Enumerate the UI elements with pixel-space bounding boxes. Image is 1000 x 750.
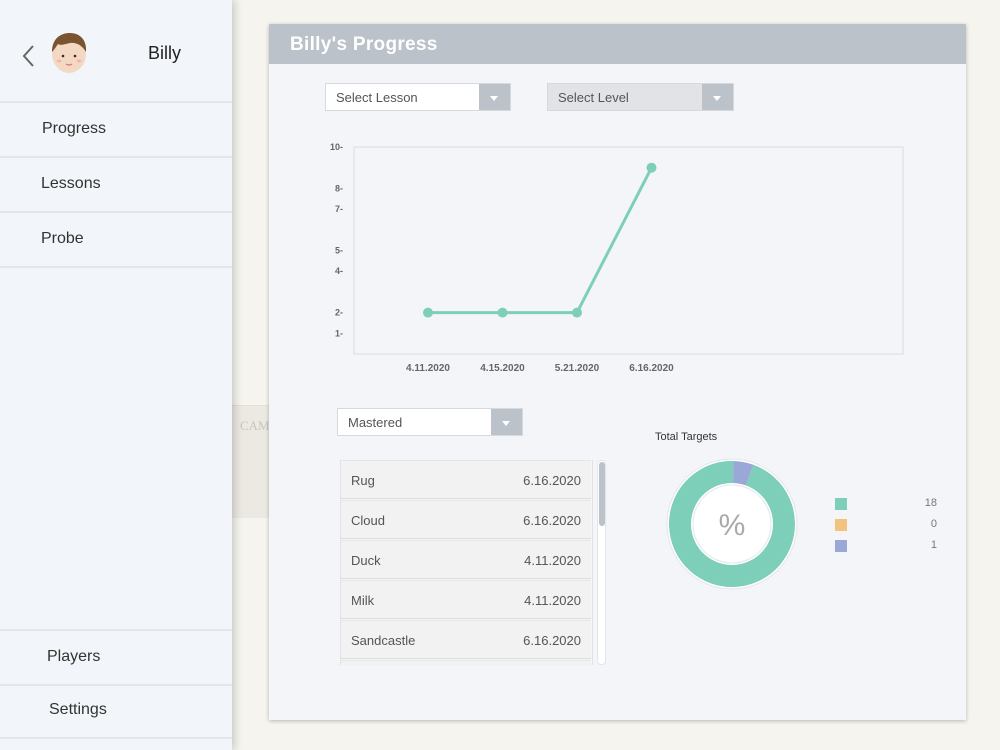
data-point[interactable]	[646, 162, 657, 173]
list-item[interactable]: Rug 6.16.2020	[341, 460, 591, 499]
nav-item-label: Lessons	[41, 175, 101, 192]
item-date: 6.16.2020	[523, 633, 581, 648]
item-name: Sandcastle	[351, 633, 416, 648]
x-tick-label: 4.15.2020	[480, 363, 525, 374]
y-tick-label: 8-	[335, 183, 343, 193]
list-item[interactable]: Duck 4.11.2020	[341, 540, 591, 579]
item-name: Rug	[351, 473, 375, 488]
mastered-select-button[interactable]	[491, 409, 522, 435]
lesson-select-value: Select Lesson	[336, 90, 418, 105]
level-select[interactable]: Select Level	[547, 83, 734, 111]
progress-panel: Billy's Progress Select Lesson Select Le…	[269, 24, 966, 720]
list-scrollbar[interactable]	[597, 460, 606, 665]
x-tick-label: 6.16.2020	[629, 363, 674, 374]
divider	[0, 629, 232, 631]
mastered-select-value: Mastered	[348, 415, 403, 430]
list-item[interactable]	[341, 660, 591, 665]
y-tick-label: 2-	[335, 308, 343, 318]
progress-chart: 1- 2- 4- 5- 7- 8- 10- 4.11.2020 4.15.2020 5.21.20…	[330, 142, 904, 374]
list-item[interactable]: Cloud 6.16.2020	[341, 500, 591, 539]
legend-value-0: 18	[924, 497, 937, 509]
legend-swatch-1	[835, 519, 847, 531]
y-tick-label: 5-	[335, 246, 343, 256]
level-select-value: Select Level	[558, 90, 629, 105]
page-title: Billy's Progress	[290, 34, 438, 55]
nav-item-players[interactable]: Players	[0, 631, 232, 686]
list-item[interactable]: Sandcastle 6.16.2020	[341, 620, 591, 659]
nav-item-settings[interactable]: Settings	[0, 684, 232, 739]
mastered-select[interactable]: Mastered	[337, 408, 523, 436]
x-tick-label: 5.21.2020	[555, 363, 600, 374]
y-tick-label: 10-	[330, 142, 343, 152]
user-name: Billy	[148, 43, 182, 63]
data-point[interactable]	[423, 307, 433, 318]
legend-swatch-2	[835, 540, 847, 552]
avatar	[52, 33, 87, 73]
chevron-down-icon	[490, 96, 498, 101]
level-select-button[interactable]	[702, 84, 733, 110]
sidebar-header: Billy	[0, 0, 232, 103]
list-item[interactable]: Milk 4.11.2020	[341, 580, 591, 619]
nav-item-label: Players	[47, 648, 101, 665]
donut-slice[interactable]	[666, 458, 798, 590]
x-tick-label: 4.11.2020	[406, 363, 450, 374]
lesson-select-button[interactable]	[479, 84, 510, 110]
sidebar: Billy Progress Lessons Probe Players Set…	[0, 0, 232, 750]
chevron-down-icon	[713, 96, 721, 101]
nav-item-probe[interactable]: Probe	[0, 213, 232, 268]
donut-center-label: %	[719, 509, 746, 542]
chevron-left-icon[interactable]	[18, 40, 40, 72]
plot-area	[353, 146, 904, 355]
series-line	[428, 167, 653, 315]
legend-swatch-0	[835, 498, 847, 510]
scrollbar-thumb[interactable]	[599, 462, 605, 526]
item-name: Cloud	[351, 513, 385, 528]
donut-title: Total Targets	[655, 431, 718, 443]
panel-header: Billy's Progress	[269, 24, 966, 64]
nav-item-lessons[interactable]: Lessons	[0, 158, 232, 213]
data-point[interactable]	[572, 307, 582, 318]
item-date: 6.16.2020	[523, 473, 581, 488]
y-tick-label: 1-	[335, 328, 343, 338]
background-text: CAMP	[240, 418, 277, 433]
lesson-select[interactable]: Select Lesson	[325, 83, 511, 111]
donut-center	[692, 484, 772, 564]
targets-donut-chart: %	[666, 458, 798, 590]
item-name: Duck	[351, 553, 381, 568]
data-point[interactable]	[497, 307, 508, 318]
item-date: 4.11.2020	[524, 553, 581, 568]
y-tick-label: 7-	[335, 204, 343, 214]
item-date: 6.16.2020	[523, 513, 581, 528]
item-date: 4.11.2020	[524, 593, 581, 608]
item-name: Milk	[351, 593, 375, 608]
nav-item-label: Probe	[41, 230, 84, 247]
chevron-down-icon	[502, 421, 510, 426]
nav-item-progress[interactable]: Progress	[0, 103, 232, 158]
nav-item-label: Settings	[49, 701, 107, 718]
y-tick-label: 4-	[335, 266, 343, 276]
legend-value-2: 1	[930, 539, 937, 551]
nav-item-label: Progress	[42, 120, 107, 137]
mastered-list: Rug 6.16.2020 Cloud 6.16.2020 Duck 4.11.…	[340, 460, 593, 665]
legend-value-1: 0	[930, 518, 937, 530]
